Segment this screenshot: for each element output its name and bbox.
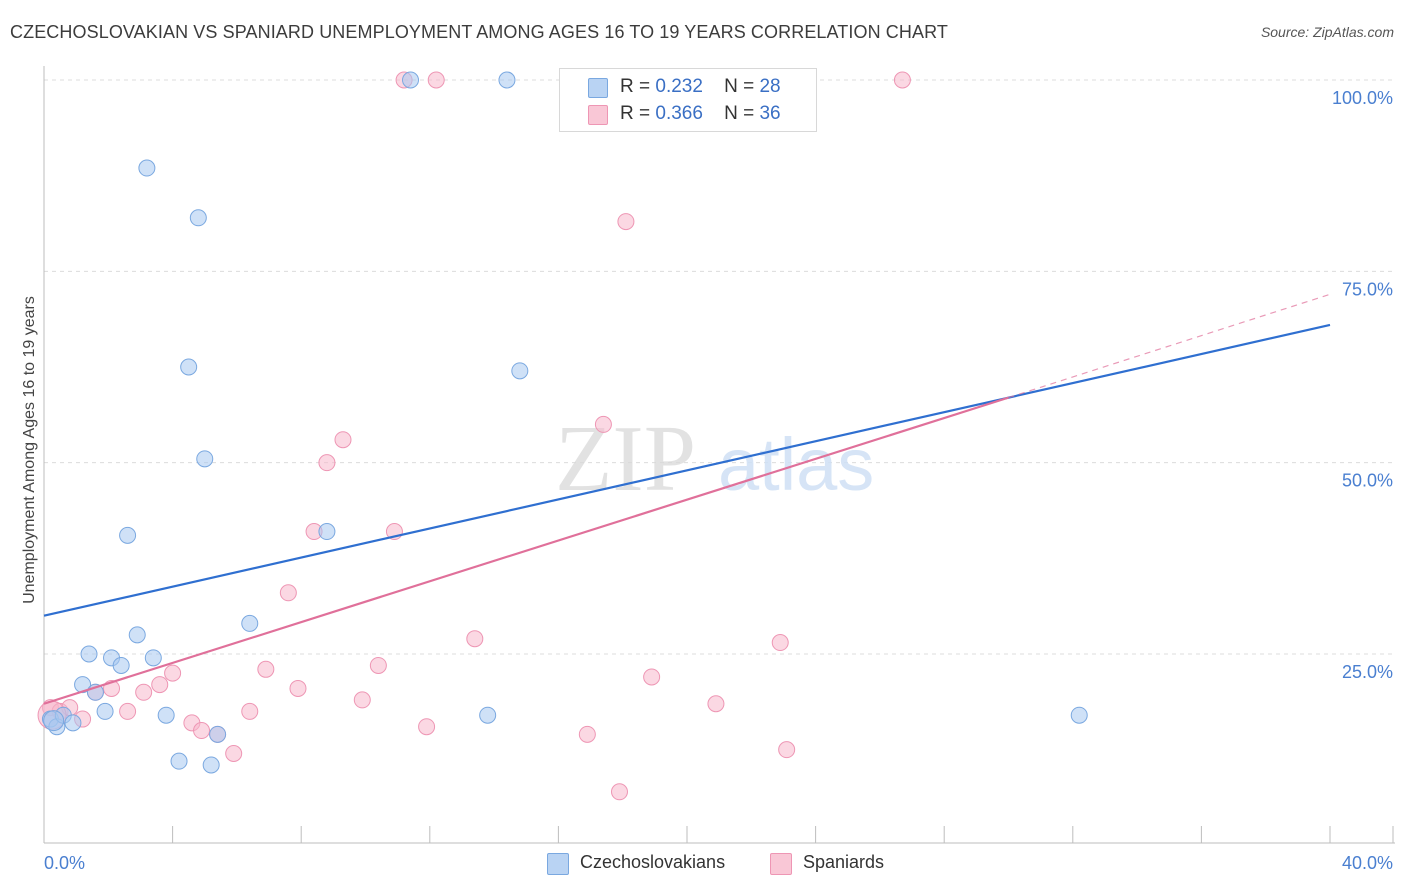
czech-point-19 [202, 756, 220, 774]
chart-source: Source: ZipAtlas.com [1260, 24, 1394, 40]
spaniards-point-26 [427, 71, 445, 89]
y-axis-label: Unemployment Among Ages 16 to 19 years [21, 296, 38, 604]
spaniards-trend-line [43, 396, 1009, 705]
spaniards-point-13 [225, 744, 243, 762]
spaniards-point-34 [771, 634, 789, 652]
spaniards-point-33 [707, 695, 725, 713]
czech-point-12 [138, 159, 156, 177]
bottom-span-label: Spaniards [803, 852, 885, 872]
czech-point-27 [1070, 706, 1088, 724]
spaniards-point-9 [164, 664, 182, 682]
czech-point-15 [170, 752, 188, 770]
czech-swatch [588, 78, 608, 98]
spaniards-point-19 [318, 454, 336, 472]
x-tick-label-max: 40.0% [1342, 853, 1393, 873]
spaniards-point-30 [610, 783, 628, 801]
trend-lines [43, 293, 1331, 705]
legend-span-text: R = 0.366 N = 36 [620, 103, 781, 125]
czech-point-22 [318, 523, 336, 541]
czech-point-24 [479, 706, 497, 724]
czech-trend-line [43, 323, 1331, 617]
czech-point-26 [511, 362, 529, 380]
czech-point-3 [64, 714, 82, 732]
legend-czech-n-value: 28 [759, 76, 781, 97]
legend-span-n-label: N = [724, 103, 755, 124]
spaniards-point-14 [241, 702, 259, 720]
czech-point-10 [119, 526, 137, 544]
legend-span-r-label: R = [620, 103, 651, 124]
y-axis-label-wrap: Unemployment Among Ages 16 to 19 years [18, 60, 42, 840]
spaniards-point-25 [418, 718, 436, 736]
legend-span-n-value: 36 [759, 103, 781, 124]
legend-czech-n-label: N = [724, 76, 755, 97]
spaniards-point-27 [466, 630, 484, 648]
czech-point-20 [209, 725, 227, 743]
spaniards-point-20 [334, 431, 352, 449]
correlation-legend: R = 0.232 N = 28 R = 0.366 N = 36 [559, 68, 817, 132]
y-tick-label-75: 75.0% [1342, 279, 1393, 299]
y-tick-label-25: 25.0% [1342, 662, 1393, 682]
czech-point-18 [196, 450, 214, 468]
legend-czech-text: R = 0.232 N = 28 [620, 76, 781, 98]
czech-point-21 [241, 614, 259, 632]
spaniards-point-35 [778, 741, 796, 759]
legend-czech-r-value: 0.232 [655, 76, 703, 97]
czechoslovakians-points [41, 71, 1088, 774]
spaniards-trend-extension [1008, 293, 1331, 399]
spaniards-point-7 [135, 683, 153, 701]
czech-point-7 [96, 702, 114, 720]
spaniards-point-21 [353, 691, 371, 709]
bottom-czech-swatch [547, 853, 569, 875]
spaniards-point-16 [279, 584, 297, 602]
spaniards-point-32 [643, 668, 661, 686]
x-tick-label-min: 0.0% [44, 853, 85, 873]
czech-point-16 [180, 358, 198, 376]
czech-point-23 [402, 71, 420, 89]
spaniards-swatch [588, 105, 608, 125]
czech-point-14 [157, 706, 175, 724]
spaniards-point-28 [578, 725, 596, 743]
bottom-czech-label: Czechoslovakians [580, 852, 726, 872]
bottom-span-swatch [770, 853, 792, 875]
spaniards-point-31 [617, 213, 635, 231]
tick-labels: 25.0% 50.0% 75.0% 100.0% 0.0% 40.0% [44, 88, 1393, 873]
spaniards-point-36 [893, 71, 911, 89]
y-tick-label-100: 100.0% [1332, 88, 1393, 108]
spaniards-point-29 [594, 415, 612, 433]
czech-cluster-origin [43, 710, 65, 732]
spaniards-point-17 [289, 679, 307, 697]
spaniards-point-8 [151, 676, 169, 694]
legend-czech-r-label: R = [620, 76, 651, 97]
spaniards-point-6 [119, 702, 137, 720]
czech-point-13 [144, 649, 162, 667]
gridlines [44, 79, 1395, 655]
y-tick-label-50: 50.0% [1342, 471, 1393, 491]
spaniards-point-22 [369, 656, 387, 674]
czech-point-9 [112, 656, 130, 674]
czech-point-5 [80, 645, 98, 663]
czech-point-25 [498, 71, 516, 89]
watermark-zip: ZIP [555, 407, 696, 511]
czech-point-11 [128, 626, 146, 644]
spaniards-point-11 [193, 722, 211, 740]
chart-title: CZECHOSLOVAKIAN VS SPANIARD UNEMPLOYMENT… [10, 22, 948, 42]
czech-point-17 [189, 209, 207, 227]
spaniards-point-15 [257, 660, 275, 678]
legend-span-r-value: 0.366 [655, 103, 703, 124]
